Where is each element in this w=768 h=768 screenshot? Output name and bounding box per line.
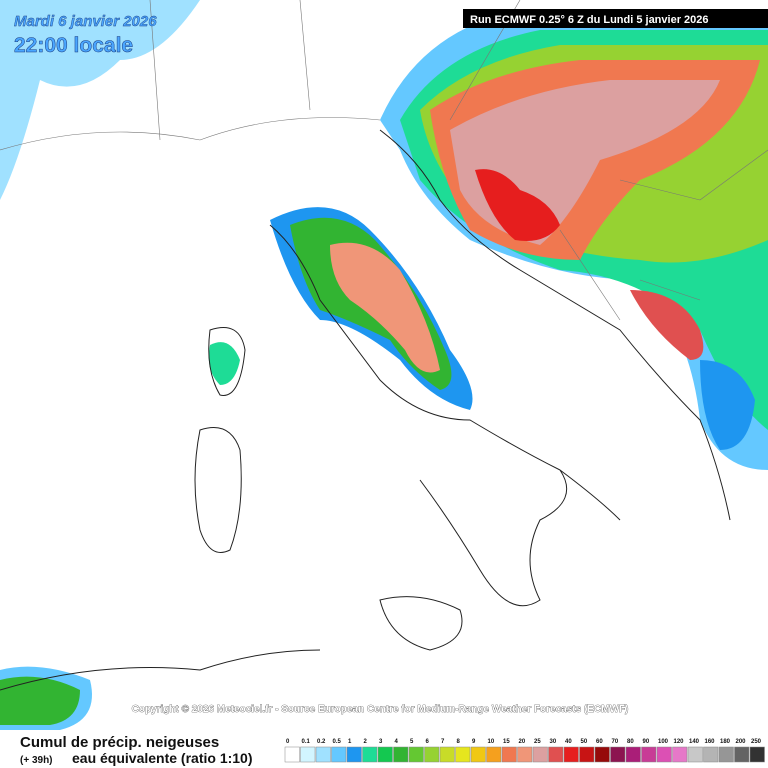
- run-info: Run ECMWF 0.25° 6 Z du Lundi 5 janvier 2…: [470, 14, 709, 26]
- coastlines: [0, 129, 731, 691]
- scale-label: 200: [736, 739, 747, 745]
- scale-label: 8: [457, 739, 461, 745]
- scale-swatch: [284, 746, 300, 763]
- scale-swatch: [672, 746, 688, 763]
- scale-label: 4: [395, 739, 399, 745]
- scale-label: 9: [472, 739, 476, 745]
- scale-label: 0.1: [302, 739, 311, 745]
- scale-label: 50: [581, 739, 588, 745]
- scale-swatch: [563, 746, 579, 763]
- scale-label: 7: [441, 739, 445, 745]
- precip-field: [0, 0, 768, 730]
- scale-label: 6: [426, 739, 430, 745]
- scale-swatch: [687, 746, 703, 763]
- scale-label: 70: [612, 739, 619, 745]
- scale-label: 0.2: [317, 739, 326, 745]
- scale-label: 30: [550, 739, 557, 745]
- scale-swatch: [300, 746, 316, 763]
- scale-label: 60: [596, 739, 603, 745]
- scale-label: 2: [364, 739, 368, 745]
- scale-swatch: [486, 746, 502, 763]
- scale-swatch: [610, 746, 626, 763]
- color-scale: 0 0.1 0.2 0.5 1 2 3 4 5 6 7 8 9 10 15 20 25 30 40 50 60 70 80 9…: [284, 739, 765, 763]
- scale-swatch: [703, 746, 719, 763]
- legend-subtitle: eau équivalente (ratio 1:10): [72, 750, 253, 766]
- scale-swatch: [749, 746, 765, 763]
- scale-swatch: [315, 746, 331, 763]
- scale-label: 120: [674, 739, 685, 745]
- scale-label: 10: [488, 739, 495, 745]
- borders: [0, 0, 768, 321]
- scale-swatch: [718, 746, 734, 763]
- scale-label: 3: [379, 739, 383, 745]
- scale-swatch: [439, 746, 455, 763]
- scale-swatch: [393, 746, 409, 763]
- scale-swatch: [377, 746, 393, 763]
- scale-swatch: [455, 746, 471, 763]
- scale-swatch: [346, 746, 362, 763]
- scale-label: 15: [503, 739, 510, 745]
- legend-title: Cumul de précip. neigeuses: [20, 734, 219, 751]
- scale-label: 1: [348, 739, 352, 745]
- scale-label: 180: [720, 739, 731, 745]
- scale-swatch: [362, 746, 378, 763]
- scale-swatch: [594, 746, 610, 763]
- scale-swatch: [656, 746, 672, 763]
- scale-swatch: [517, 746, 533, 763]
- scale-swatch: [579, 746, 595, 763]
- scale-swatch: [408, 746, 424, 763]
- scale-label: 80: [627, 739, 634, 745]
- scale-label: 140: [689, 739, 700, 745]
- scale-label: 250: [751, 739, 762, 745]
- scale-label: 5: [410, 739, 414, 745]
- copyright: Copyright © 2026 Meteociel.fr - Source E…: [132, 704, 629, 715]
- scale-label: 100: [658, 739, 669, 745]
- scale-swatch: [532, 746, 548, 763]
- scale-swatch: [331, 746, 347, 763]
- scale-label: 40: [565, 739, 572, 745]
- scale-swatch: [424, 746, 440, 763]
- scale-swatch: [470, 746, 486, 763]
- run-box: [463, 9, 768, 28]
- scale-label: 20: [519, 739, 526, 745]
- scale-swatch: [734, 746, 750, 763]
- map-date: Mardi 6 janvier 2026: [14, 13, 157, 30]
- scale-swatch: [501, 746, 517, 763]
- scale-label: 160: [705, 739, 716, 745]
- legend-lead-time: (+ 39h): [20, 755, 53, 766]
- scale-label: 25: [534, 739, 541, 745]
- scale-label: 90: [643, 739, 650, 745]
- scale-label: 0.5: [333, 739, 342, 745]
- scale-swatch: [641, 746, 657, 763]
- scale-swatch: [548, 746, 564, 763]
- scale-label: 0: [286, 739, 290, 745]
- scale-swatch: [625, 746, 641, 763]
- map-time: 22:00 locale: [14, 34, 133, 57]
